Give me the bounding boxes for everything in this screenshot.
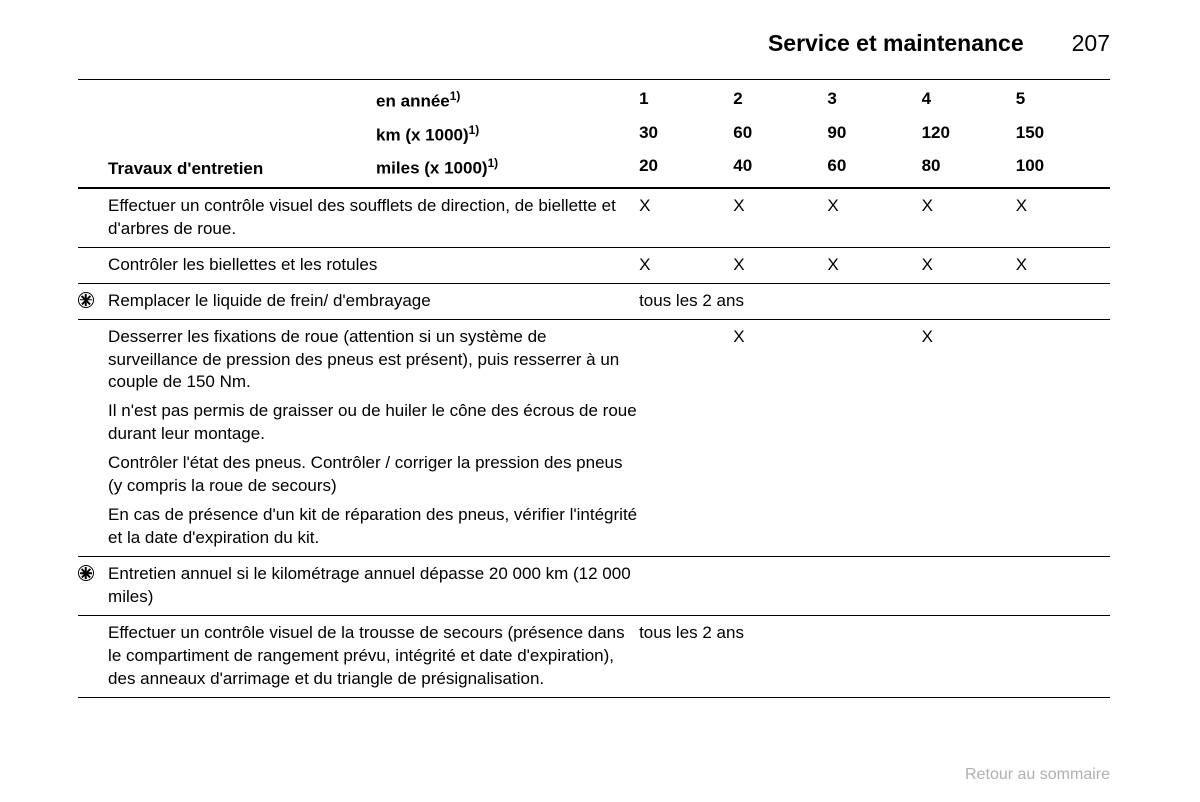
maintenance-task-text: Contrôler l'état des pneus. Contrôler / … [108,446,639,498]
interval-mark [827,557,921,616]
return-to-toc-link[interactable]: Retour au sommaire [965,764,1110,786]
interval-mark [1016,557,1110,616]
interval-mark: X [827,189,921,247]
interval-mark: X [922,247,1016,283]
interval-text: tous les 2 ans [639,283,1110,319]
row-icon-cell [78,319,108,556]
header-value: 1 [639,80,733,114]
maintenance-task-text: Effectuer un contrôle visuel des souffle… [108,195,639,241]
maintenance-task-text: Il n'est pas permis de graisser ou de hu… [108,394,639,446]
interval-mark: X [639,247,733,283]
interval-mark: X [1016,189,1110,247]
header-value: 90 [827,114,921,148]
header-unit: km (x 1000)1) [108,114,639,148]
header-value: 2 [733,80,827,114]
page-number: 207 [1072,28,1110,59]
interval-mark [827,319,921,556]
maintenance-table: en année1)12345km (x 1000)1)306090120150… [78,80,1110,698]
maintenance-task: Effectuer un contrôle visuel des souffle… [108,189,639,247]
maintenance-task-text: Effectuer un contrôle visuel de la trous… [108,622,639,691]
header-value: 100 [1016,147,1110,187]
interval-text: tous les 2 ans [639,615,1110,697]
maintenance-task: Effectuer un contrôle visuel de la trous… [108,615,639,697]
maintenance-task-text: Desserrer les fixations de roue (attenti… [108,326,639,395]
interval-mark [639,557,733,616]
section-title: Service et maintenance [768,28,1024,59]
interval-mark [639,319,733,556]
maintenance-task-text: Remplacer le liquide de frein/ d'embraya… [108,290,639,313]
header-value: 60 [733,114,827,148]
header-value: 4 [922,80,1016,114]
maintenance-task: Entretien annuel si le kilométrage annue… [108,557,639,616]
interval-mark: X [922,189,1016,247]
wheel-icon [78,292,94,308]
header-value: 60 [827,147,921,187]
interval-mark: X [733,247,827,283]
row-icon-cell [78,615,108,697]
wheel-icon [78,565,94,581]
maintenance-task: Contrôler les biellettes et les rotules [108,247,639,283]
row-icon-cell [78,283,108,319]
header-value: 150 [1016,114,1110,148]
header-value: 3 [827,80,921,114]
header-unit: en année1) [108,80,639,114]
header-value: 5 [1016,80,1110,114]
maintenance-task: Desserrer les fixations de roue (attenti… [108,319,639,556]
maintenance-task: Remplacer le liquide de frein/ d'embraya… [108,283,639,319]
interval-mark: X [733,189,827,247]
header-value: 80 [922,147,1016,187]
row-icon-cell [78,247,108,283]
interval-mark: X [827,247,921,283]
interval-mark [733,557,827,616]
maintenance-task-text: Entretien annuel si le kilométrage annue… [108,563,639,609]
interval-mark: X [922,319,1016,556]
maintenance-task-text: Contrôler les biellettes et les rotules [108,254,639,277]
page-header: Service et maintenance 207 [78,28,1110,59]
interval-mark [1016,319,1110,556]
maintenance-task-text: En cas de présence d'un kit de réparatio… [108,498,639,550]
header-value: 30 [639,114,733,148]
row-icon-cell [78,189,108,247]
header-value: 120 [922,114,1016,148]
interval-mark [922,557,1016,616]
row-icon-cell [78,557,108,616]
header-value: 20 [639,147,733,187]
interval-mark: X [639,189,733,247]
interval-mark: X [733,319,827,556]
interval-mark: X [1016,247,1110,283]
column-label: Travaux d'entretienmiles (x 1000)1) [108,147,639,187]
header-value: 40 [733,147,827,187]
